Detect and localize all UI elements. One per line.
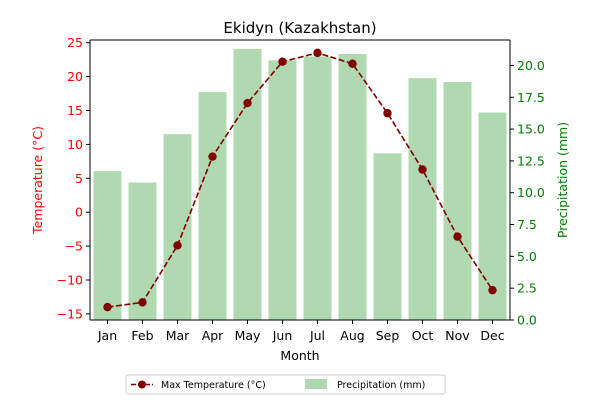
y-left-tick-label: 25 (67, 35, 83, 50)
precipitation-bar-jul (303, 56, 332, 320)
y-right-tick-label: 2.5 (517, 281, 537, 296)
temperature-point-jul (313, 48, 322, 58)
temperature-point-nov (453, 232, 462, 241)
x-tick-label: Feb (131, 328, 153, 343)
x-tick-label: Dec (480, 328, 504, 343)
x-tick-label: May (235, 328, 261, 343)
temperature-point-may (243, 98, 252, 108)
x-tick-label: Jan (97, 328, 117, 343)
y-right-tick-label: 12.5 (517, 153, 545, 168)
x-tick-label: Nov (445, 328, 470, 343)
x-tick-label: Jul (309, 328, 325, 343)
y-right-tick-label: 5.0 (517, 249, 537, 264)
precipitation-bar-may (233, 48, 262, 321)
x-tick-label: Jun (272, 328, 293, 343)
legend-box (125, 374, 446, 395)
temperature-point-oct (418, 165, 427, 174)
precipitation-bar-mar (163, 134, 192, 320)
y-right-tick-label: 17.5 (517, 90, 545, 105)
temperature-point-feb (138, 298, 147, 307)
axes: Jan Feb Mar Apr May Jun Jul Aug Sep Oct Nov Dec −15 −… (57, 35, 545, 343)
y-left-tick-label: 15 (67, 103, 83, 118)
y-right-tick-label: 0.0 (517, 313, 537, 328)
temperature-point-mar (173, 241, 182, 250)
precipitation-bar-jun (268, 60, 297, 320)
temperature-point-dec (488, 285, 497, 295)
legend-label-precipitation: Precipitation (mm) (337, 380, 425, 391)
x-tick-label: Aug (340, 328, 364, 343)
temperature-point-apr (208, 152, 217, 161)
y-right-tick-label: 7.5 (517, 217, 537, 232)
precipitation-bar-apr (198, 92, 227, 320)
temperature-point-sep (383, 109, 392, 118)
temperature-point-jun (278, 57, 287, 66)
temperature-point-aug (348, 59, 357, 68)
y-axis-left-label: Temperature (°C) (30, 126, 45, 235)
y-right-tick-label: 15.0 (517, 122, 545, 137)
precipitation-bar-feb (128, 182, 157, 320)
x-tick-label: Apr (202, 328, 224, 343)
legend-bar-swatch (305, 379, 327, 389)
x-tick-label: Oct (412, 328, 434, 343)
precipitation-bar-dec (478, 112, 507, 320)
y-left-tick-label: −5 (65, 239, 83, 254)
y-left-tick-label: 20 (67, 69, 83, 84)
x-tick-label: Mar (166, 328, 190, 343)
y-left-tick-label: 10 (67, 137, 83, 152)
temperature-point-jan (103, 302, 112, 312)
chart-title: Ekidyn (Kazakhstan) (223, 19, 376, 37)
precipitation-bar-aug (338, 54, 367, 320)
y-left-tick-label: −15 (57, 306, 83, 321)
y-left-tick-label: 0 (75, 205, 83, 220)
temperature-line-layer (103, 48, 497, 312)
precipitation-bar-jan (93, 171, 122, 320)
y-left-tick-label: 5 (75, 171, 83, 186)
y-left-tick-label: −10 (57, 273, 83, 288)
temperature-line (107, 52, 494, 308)
precipitation-bars (93, 48, 507, 321)
x-axis-label: Month (280, 348, 319, 363)
y-right-tick-label: 10.0 (517, 185, 545, 200)
precipitation-bar-nov (443, 82, 472, 320)
precipitation-bar-oct (408, 78, 437, 320)
y-right-tick-label: 20.0 (517, 58, 545, 73)
legend-marker-swatch (138, 380, 146, 389)
precipitation-bar-sep (373, 153, 402, 320)
y-axis-right-label: Precipitation (mm) (555, 122, 570, 238)
legend-label-temperature: Max Temperature (°C) (161, 380, 266, 391)
x-tick-label: Sep (376, 328, 400, 343)
legend: Max Temperature (°C) Precipitation (mm) (125, 374, 446, 395)
